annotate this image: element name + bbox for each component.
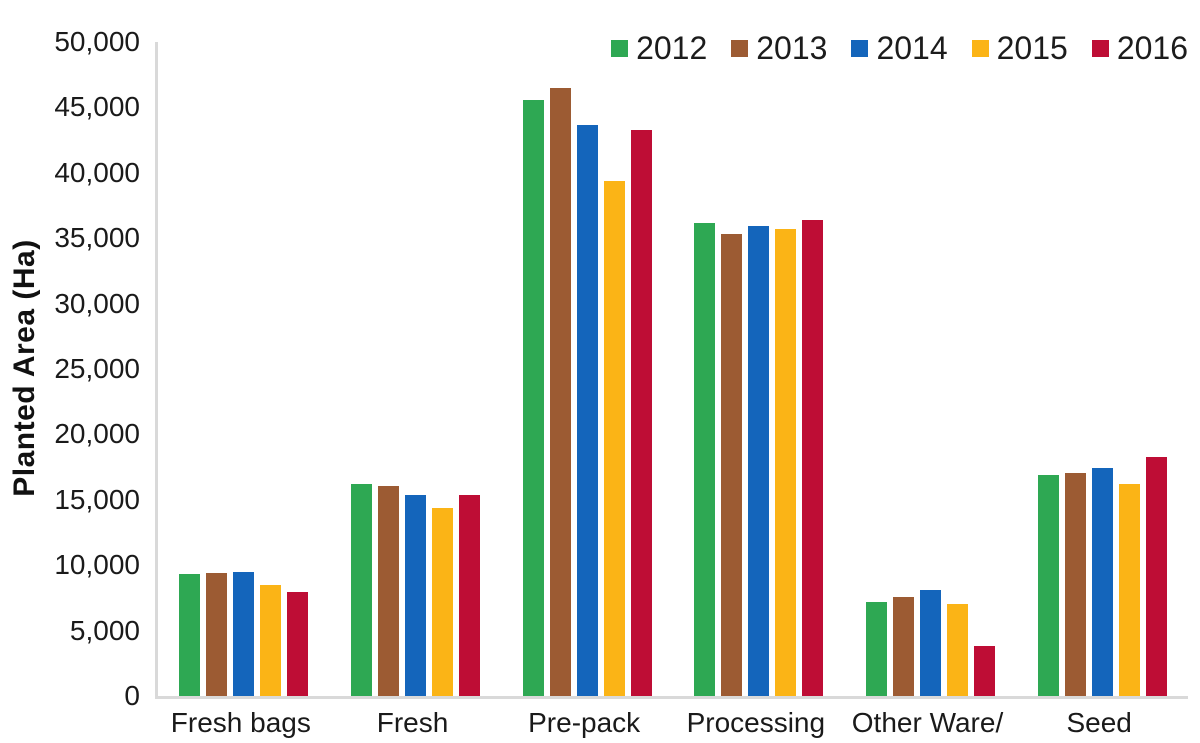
bar-group-processing — [694, 42, 824, 696]
legend-swatch-icon — [611, 39, 629, 57]
bar-2013 — [892, 596, 914, 696]
legend-item-2016: 2016 — [1091, 30, 1188, 66]
bar-2013 — [721, 233, 743, 696]
y-tick-label: 5,000 — [69, 614, 140, 646]
x-axis-category-labels: Fresh bags Fresh Pre-pack Processing Other W… — [155, 707, 1185, 743]
legend-label: 2013 — [756, 30, 828, 66]
legend-label: 2015 — [996, 30, 1068, 66]
bar-2016 — [973, 646, 995, 696]
y-tick-label: 25,000 — [54, 353, 140, 384]
bar-group-fresh-bags — [179, 42, 309, 696]
bar-2015 — [431, 507, 453, 696]
legend-item-2013: 2013 — [731, 31, 827, 65]
bar-group-seed — [1037, 42, 1167, 696]
bar-2015 — [946, 604, 968, 696]
x-category-label: Processing — [686, 707, 826, 738]
y-tick-label: 50,000 — [54, 26, 140, 57]
y-tick-label: 35,000 — [54, 222, 140, 254]
bar-2012 — [694, 223, 716, 696]
legend-label: 2014 — [876, 30, 948, 66]
bar-2012 — [350, 484, 372, 696]
y-tick-label: 40,000 — [54, 156, 140, 188]
y-tick-label: 30,000 — [54, 287, 140, 319]
bar-2014 — [233, 571, 255, 696]
bar-2012 — [522, 99, 544, 696]
bar-2016 — [287, 592, 309, 696]
bar-2012 — [179, 573, 201, 696]
bar-2013 — [1064, 473, 1086, 696]
legend: 2012 2013 2014 2015 2016 — [611, 31, 1188, 65]
bar-2015 — [260, 584, 282, 696]
x-category-label: Pre-pack — [528, 707, 641, 738]
bar-2014 — [1091, 467, 1113, 696]
legend-item-2012: 2012 — [611, 31, 707, 65]
bar-2016 — [630, 129, 652, 696]
bar-2013 — [206, 573, 228, 696]
x-category-label: Fresh — [376, 707, 449, 738]
legend-item-2014: 2014 — [851, 30, 948, 66]
x-category-label: Fresh bags — [170, 707, 311, 738]
y-tick-label: 0 — [124, 680, 140, 711]
x-category-label: Other Ware/ — [851, 707, 1004, 738]
legend-swatch-icon — [731, 39, 749, 57]
legend-label: 2012 — [636, 30, 708, 66]
legend-label: 2016 — [1116, 30, 1188, 66]
bar-2013 — [549, 87, 571, 696]
bar-2016 — [1145, 457, 1167, 696]
y-axis-tick-labels: 0 5,000 10,000 15,000 20,000 25,000 30,000 35,0… — [0, 0, 140, 743]
bar-2014 — [576, 125, 598, 696]
bar-2014 — [748, 225, 770, 696]
y-tick-label: 20,000 — [54, 418, 140, 450]
bar-2012 — [1037, 474, 1059, 696]
y-tick-label: 15,000 — [54, 483, 140, 515]
bar-2016 — [458, 495, 480, 696]
plot-area — [155, 42, 1188, 699]
bar-group-fresh — [350, 42, 480, 696]
bar-2013 — [377, 486, 399, 696]
legend-swatch-icon — [851, 39, 869, 57]
legend-swatch-icon — [1091, 39, 1109, 57]
bar-2015 — [775, 229, 797, 696]
legend-swatch-icon — [971, 39, 989, 57]
bar-2014 — [404, 494, 426, 696]
y-tick-label: 45,000 — [54, 91, 140, 123]
bar-2015 — [603, 180, 625, 696]
y-tick-label: 10,000 — [54, 549, 140, 581]
bar-2016 — [802, 219, 824, 696]
legend-item-2015: 2015 — [971, 30, 1068, 66]
bar-2014 — [919, 590, 941, 696]
bar-group-other-ware — [865, 42, 995, 696]
bar-2012 — [865, 602, 887, 696]
x-category-label: Seed — [1066, 707, 1132, 738]
bar-2015 — [1118, 484, 1140, 696]
bar-group-pre-pack — [522, 42, 652, 696]
